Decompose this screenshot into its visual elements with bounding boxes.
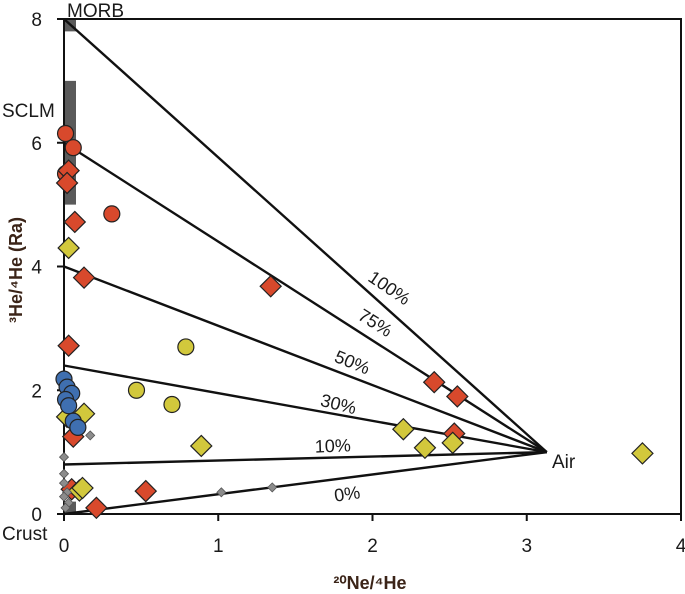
yellow-diamonds-point xyxy=(189,434,213,458)
blue-circles-point xyxy=(60,397,78,415)
grey-small-diamonds-point xyxy=(58,491,70,502)
yellow-diamonds-point xyxy=(631,442,654,465)
x-tick-label: 0 xyxy=(59,536,70,557)
grey-small-diamonds-point xyxy=(58,477,70,489)
data-points xyxy=(55,124,654,520)
mixing-line-0pct xyxy=(63,450,547,516)
yellow-diamonds-point xyxy=(392,417,415,441)
mixing-line-label: 100% xyxy=(365,267,414,309)
red-diamonds-point xyxy=(134,479,158,503)
red-circles-point xyxy=(64,139,82,157)
red-circles-point xyxy=(56,124,75,143)
y-tick-label: 2 xyxy=(31,381,42,402)
red-diamonds-point xyxy=(422,370,446,394)
mixing-line-label: 0% xyxy=(333,482,362,505)
yellow-circles-point xyxy=(127,381,146,399)
mixing-line-75pct xyxy=(63,141,548,454)
morb-label: MORB xyxy=(67,1,124,22)
yellow-diamonds-point xyxy=(57,236,80,260)
y-axis-title: ³He/⁴He (Ra) xyxy=(6,217,26,323)
red-diamonds-point xyxy=(259,274,283,298)
x-tick-label: 3 xyxy=(521,536,532,557)
grey-small-diamonds-point xyxy=(216,487,227,498)
grey-small-diamonds-point xyxy=(85,430,96,441)
red-diamonds-point xyxy=(57,334,80,358)
red-diamonds-point xyxy=(85,496,108,520)
red-diamonds-point xyxy=(63,210,87,234)
yellow-diamonds-point xyxy=(441,431,465,455)
plot-frame xyxy=(63,18,682,515)
x-tick-label: 1 xyxy=(213,536,224,557)
x-tick-label: 2 xyxy=(367,536,378,557)
grey-small-diamonds-point xyxy=(58,452,70,463)
mixing-line-10pct xyxy=(63,450,547,466)
mixing-line-label: 30% xyxy=(319,390,359,418)
yellow-diamonds-point xyxy=(71,476,94,500)
mixing-line-100pct xyxy=(63,18,548,454)
blue-circles-point xyxy=(69,418,87,436)
yellow-circles-point xyxy=(177,338,195,356)
crust-label: Crust xyxy=(2,524,48,545)
yellow-diamonds-point xyxy=(413,436,437,460)
x-tick-label: 4 xyxy=(676,536,685,557)
axes: 0 1 2 3 4 0 2 4 6 8 xyxy=(31,10,685,557)
air-label: Air xyxy=(552,452,576,473)
red-diamonds-point xyxy=(72,266,96,289)
mixing-lines: 100%75%50%30%10%0% xyxy=(63,18,548,516)
grey-small-diamonds-point xyxy=(267,482,278,493)
red-diamonds-point xyxy=(445,385,469,408)
red-circles-point xyxy=(103,205,121,223)
grey-small-diamonds-point xyxy=(60,502,71,513)
red-diamonds-point xyxy=(55,171,79,195)
mixing-line-50pct xyxy=(63,265,548,454)
mixing-line-label: 10% xyxy=(314,435,351,456)
y-tick-label: 4 xyxy=(31,258,42,279)
y-tick-label: 8 xyxy=(31,10,42,31)
y-tick-label: 6 xyxy=(31,134,42,155)
x-axis-title: ²⁰Ne/⁴He xyxy=(333,573,406,593)
mixing-line-30pct xyxy=(63,364,548,454)
mixing-line-label: 50% xyxy=(332,346,373,378)
labels: ²⁰Ne/⁴He ³He/⁴He (Ra) MORB SCLM Crust Ai… xyxy=(2,1,576,593)
sclm-label: SCLM xyxy=(2,101,55,122)
yellow-circles-point xyxy=(163,395,181,414)
y-tick-label: 0 xyxy=(31,505,42,526)
grey-small-diamonds-point xyxy=(58,468,70,479)
